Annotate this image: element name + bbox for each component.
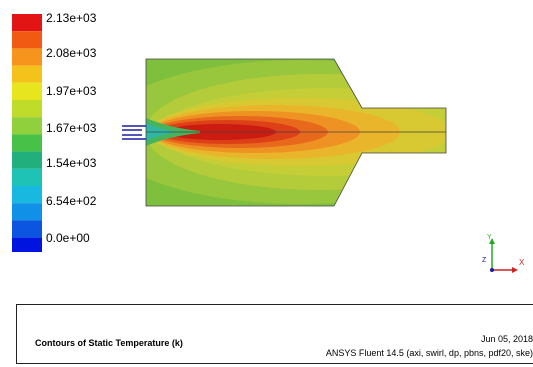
colormap-label: 2.08e+03 bbox=[46, 46, 97, 60]
colormap-label: 1.67e+03 bbox=[46, 121, 97, 135]
colormap-swatch bbox=[12, 65, 42, 83]
colormap-swatch bbox=[12, 237, 42, 252]
colormap-swatch bbox=[12, 168, 42, 186]
axis-triad-icon: Y X Z bbox=[482, 234, 525, 273]
colormap-label: 1.97e+03 bbox=[46, 84, 97, 98]
colormap-swatch bbox=[12, 14, 42, 32]
colormap-label: 1.54e+03 bbox=[46, 156, 97, 170]
colormap-swatch bbox=[12, 203, 42, 221]
colormap-label: 2.13e+03 bbox=[46, 11, 97, 25]
colormap-swatch bbox=[12, 151, 42, 169]
colormap-swatch bbox=[12, 82, 42, 100]
axis-x-label: X bbox=[519, 258, 525, 267]
colormap-swatch bbox=[12, 186, 42, 204]
colormap-swatch bbox=[12, 48, 42, 66]
colormap-swatch bbox=[12, 31, 42, 49]
graphics-viewport[interactable]: 2.13e+03 2.08e+03 1.97e+03 1.67e+03 1.54e+03… bbox=[0, 0, 533, 300]
solver-info: ANSYS Fluent 14.5 (axi, swirl, dp, pbns,… bbox=[325, 348, 533, 358]
colormap-label: 6.54e+02 bbox=[46, 194, 97, 208]
axis-y-label: Y bbox=[487, 234, 492, 241]
colormap-swatch bbox=[12, 220, 42, 238]
plot-info-panel: Contours of Static Temperature (k) Jun 0… bbox=[16, 304, 533, 364]
colormap-label: 0.0e+00 bbox=[46, 231, 90, 245]
combustor-contour-plot[interactable] bbox=[0, 0, 533, 300]
contour-colormap bbox=[12, 14, 42, 252]
colormap-swatch bbox=[12, 134, 42, 152]
colormap-swatch bbox=[12, 100, 42, 118]
plot-date: Jun 05, 2018 bbox=[480, 334, 533, 344]
colormap-swatch bbox=[12, 117, 42, 135]
plot-title: Contours of Static Temperature (k) bbox=[35, 338, 183, 348]
axis-z-label: Z bbox=[482, 257, 487, 264]
